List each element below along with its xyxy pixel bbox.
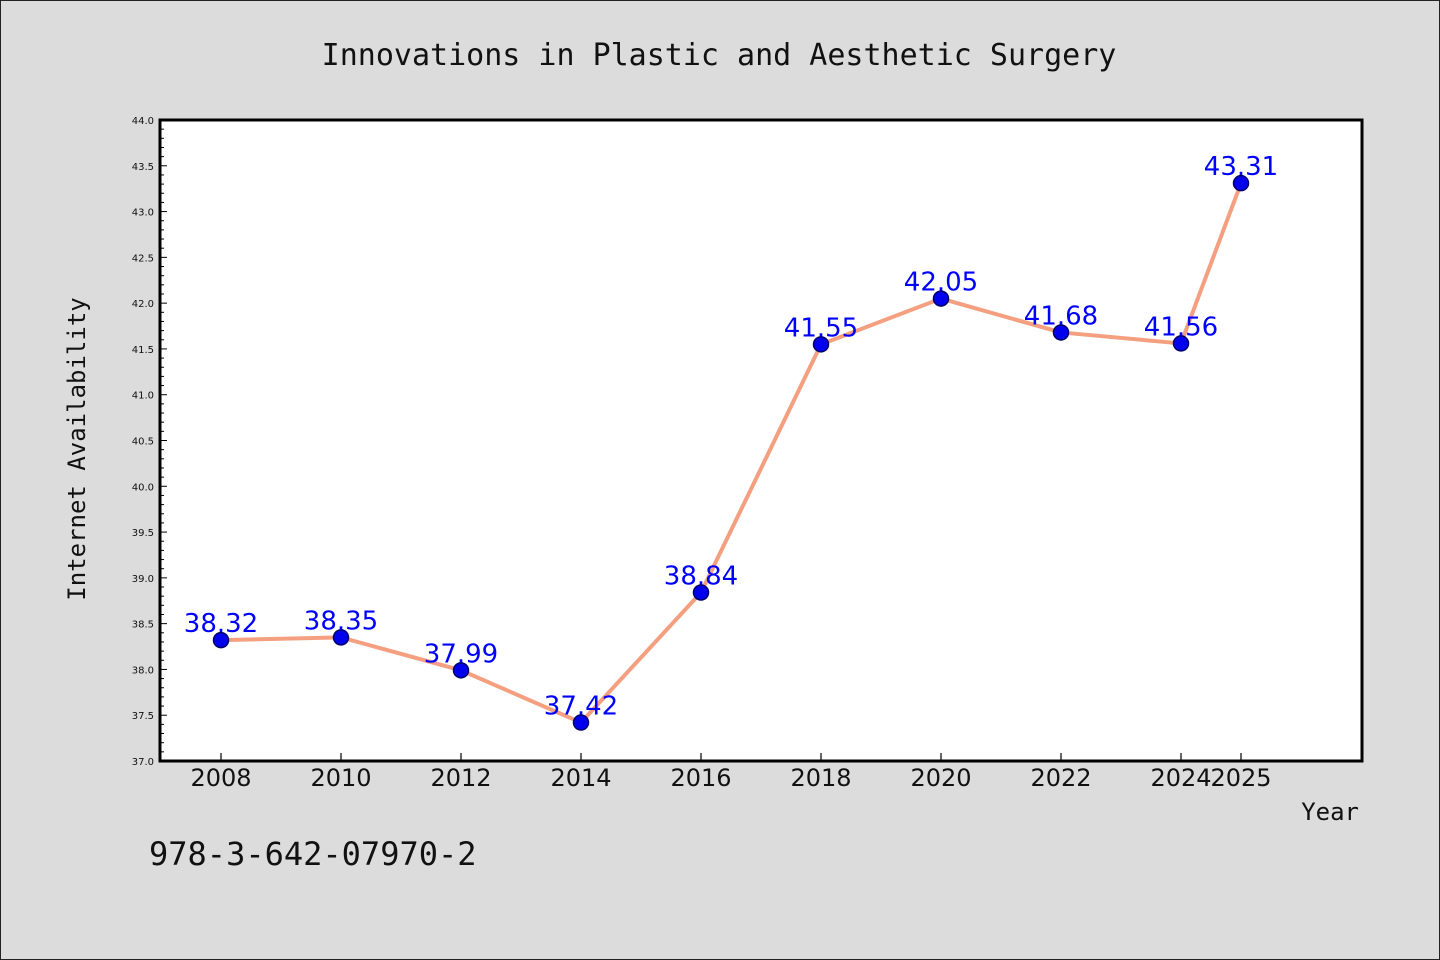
y-tick-label: 38.5 <box>132 620 154 631</box>
series-line-group <box>219 181 1243 725</box>
data-labels-group: 38.32 38.35 37.99 37.42 38.84 41.55 42.05 41.68… <box>184 152 1278 721</box>
x-tick-label: 2016 <box>670 764 731 792</box>
markers-group <box>212 174 1250 731</box>
y-tick-label: 40.5 <box>132 437 154 448</box>
data-point-marker <box>692 584 710 601</box>
data-label: 41.56 <box>1144 312 1218 342</box>
y-tick-label: 41.0 <box>132 391 154 402</box>
data-point-marker <box>1172 335 1190 352</box>
data-point-marker <box>1232 174 1250 192</box>
x-tick-label: 2018 <box>790 764 851 792</box>
y-tick-label: 43.5 <box>132 162 154 173</box>
isbn-footer: 978-3-642-07970-2 <box>149 835 477 873</box>
data-point-marker <box>1052 324 1070 341</box>
y-tick-label: 39.5 <box>132 528 154 539</box>
x-tick-label: 2025 <box>1210 764 1271 792</box>
x-tick-label: 2012 <box>430 764 491 792</box>
data-point-marker <box>452 662 470 679</box>
data-label: 38.32 <box>184 609 258 639</box>
x-tick-label: 2010 <box>310 764 371 792</box>
y-tick-label: 37.0 <box>132 757 154 768</box>
y-tick-label: 37.5 <box>132 711 154 722</box>
data-point-marker <box>212 631 230 649</box>
y-tick-label: 43.0 <box>132 208 154 219</box>
x-tick-label: 2022 <box>1030 764 1091 792</box>
y-tick-label: 44.0 <box>132 116 154 127</box>
data-point-marker <box>932 290 950 307</box>
x-tick-label: 2020 <box>910 764 971 792</box>
data-label: 38.84 <box>664 562 738 592</box>
chart-title: Innovations in Plastic and Aesthetic Sur… <box>322 38 1117 73</box>
y-axis-title: Internet Availability <box>63 297 91 600</box>
y-tick-label: 41.5 <box>132 345 154 356</box>
data-point-marker <box>572 714 590 731</box>
data-label: 42.05 <box>904 268 978 298</box>
x-tick-label: 2008 <box>190 764 251 792</box>
y-tick-label: 40.0 <box>132 482 154 493</box>
data-label: 43.31 <box>1204 152 1278 182</box>
data-point-marker <box>812 336 830 353</box>
data-point-marker <box>332 629 350 646</box>
x-axis-title: Year <box>1301 798 1359 826</box>
y-axis: 37.0 37.5 38.0 38.5 39.0 39.5 40.0 40.5 41.0 41.5… <box>132 116 167 768</box>
y-tick-label: 42.0 <box>132 299 154 310</box>
plot-area <box>158 118 1364 763</box>
series-line <box>219 181 1243 725</box>
data-label: 38.35 <box>304 606 378 636</box>
data-label: 41.68 <box>1024 301 1098 331</box>
x-tick-label: 2024 <box>1150 764 1211 792</box>
data-label: 41.55 <box>784 313 858 343</box>
data-label: 37.99 <box>424 639 498 669</box>
x-tick-label: 2014 <box>550 764 611 792</box>
y-tick-label: 42.5 <box>132 253 154 264</box>
data-label: 37.42 <box>544 692 618 722</box>
y-tick-label: 39.0 <box>132 574 154 585</box>
y-tick-label: 38.0 <box>132 665 154 676</box>
